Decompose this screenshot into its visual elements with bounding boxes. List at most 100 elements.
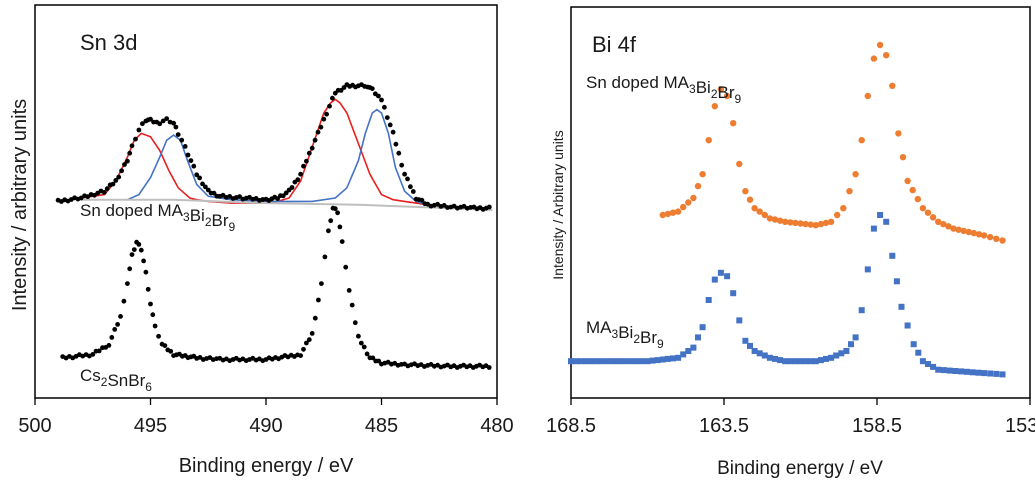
data-point [369,86,375,91]
data-point [761,211,768,219]
data-point [898,303,905,310]
data-point [109,335,115,340]
data-point [393,141,399,147]
data-point [185,152,191,158]
x-tick-label: 500 [18,415,51,437]
data-point [690,194,697,202]
label-text: Br [640,328,657,347]
data-point [399,162,405,168]
data-point [802,358,809,365]
data-point [194,172,200,178]
data-point [904,177,911,185]
data-point [588,358,595,365]
data-point [840,205,847,212]
data-point [924,209,932,216]
data-point [312,137,318,143]
data-point [156,333,162,339]
data-point [895,130,902,137]
data-point [792,219,799,227]
data-point [610,358,617,365]
label-text: SnBr [107,371,145,390]
data-point [870,55,878,62]
data-point [140,121,145,127]
data-point [969,369,976,376]
subscript: 2 [711,87,718,101]
data-point [766,354,773,361]
data-point [358,340,364,346]
data-point [289,185,295,190]
data-point [987,370,994,377]
data-point [812,358,819,365]
data-point [975,231,983,238]
data-point [410,189,416,194]
data-point [312,315,318,321]
x-tick-label: 163.5 [699,415,749,437]
data-point [116,174,122,180]
data-point [168,348,174,354]
data-point [486,365,492,370]
subscript: 3 [689,82,696,96]
data-point [304,158,309,164]
data-point [141,258,147,264]
data-point [782,358,789,365]
x-tick-label: 495 [134,415,167,437]
data-point [148,116,153,122]
data-point [573,358,580,365]
data-point [834,211,841,219]
bi4f-data-points [568,41,1006,378]
data-point [848,341,854,348]
data-point [960,227,967,235]
data-point [486,204,492,210]
data-point [157,121,163,127]
data-point [578,358,585,365]
data-point [121,298,127,304]
subscript: 9 [657,337,664,351]
data-point [283,190,289,196]
subscript: 2 [205,215,212,229]
data-point [188,158,194,164]
data-point [980,232,988,239]
data-point [638,358,645,365]
data-point [335,210,340,216]
data-point [173,124,179,130]
sn3d-x-axis-label: Binding energy / eV [179,455,354,477]
data-point [742,188,749,195]
data-point [876,41,884,49]
data-point [864,266,871,273]
data-point [364,351,370,357]
sn3d-fit-line [81,98,428,206]
subscript: 3 [183,210,190,224]
data-point [858,137,865,144]
data-point [346,288,352,293]
data-point [115,322,120,327]
x-tick-label: 153.5 [1005,415,1035,437]
data-point [975,369,982,376]
data-point [318,124,324,130]
data-point [127,150,133,156]
data-point [175,132,181,138]
data-point [644,358,651,365]
data-point [182,144,188,149]
data-point [133,136,138,142]
data-point [125,158,130,164]
data-point [889,252,896,259]
data-point [705,137,712,144]
data-point [694,182,702,190]
data-point [396,150,402,156]
data-point [883,218,890,225]
x-tick-label: 485 [365,415,398,437]
data-point [301,163,306,169]
label-text: Bi [618,323,633,342]
data-point [699,324,706,331]
data-point [295,177,301,183]
data-point [736,317,743,324]
bi4f-title: Bi 4f [592,32,637,57]
data-point [104,186,110,192]
data-point [604,358,611,365]
subscript: 9 [735,92,742,106]
data-point [883,52,890,59]
data-point [730,120,737,127]
data-point [402,171,407,177]
